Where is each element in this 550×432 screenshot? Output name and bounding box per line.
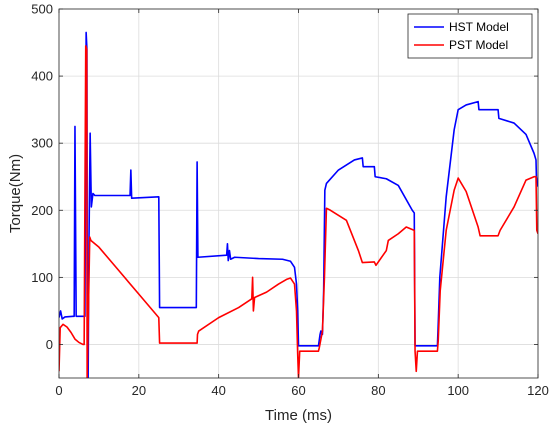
x-tick-label: 120 (527, 383, 549, 398)
legend-entry-hst: HST Model (449, 20, 509, 34)
x-tick-label: 100 (447, 383, 469, 398)
series-line-hst-model (59, 31, 538, 378)
y-axis-label: Torque(Nm) (7, 154, 24, 233)
x-tick-label: 80 (371, 383, 385, 398)
series-line-pst-model (59, 45, 538, 378)
y-tick-label: 200 (31, 203, 53, 218)
series-layer (59, 31, 538, 378)
tick-layer: 0 20 40 60 80 100 120 0 100 200 300 400 500 (31, 2, 549, 399)
x-tick-label: 40 (211, 383, 225, 398)
y-tick-label: 300 (31, 136, 53, 151)
legend-entry-pst: PST Model (449, 38, 508, 52)
x-tick-label: 20 (132, 383, 146, 398)
legend-box (407, 13, 533, 59)
y-tick-label: 100 (31, 270, 53, 285)
legend: HST Model PST Model (407, 13, 533, 59)
y-tick-label: 400 (31, 69, 53, 84)
y-tick-label: 500 (31, 2, 53, 17)
y-tick-label: 0 (46, 337, 53, 352)
x-tick-label: 60 (291, 383, 305, 398)
x-tick-label: 0 (55, 383, 62, 398)
x-axis-label: Time (ms) (265, 407, 332, 424)
